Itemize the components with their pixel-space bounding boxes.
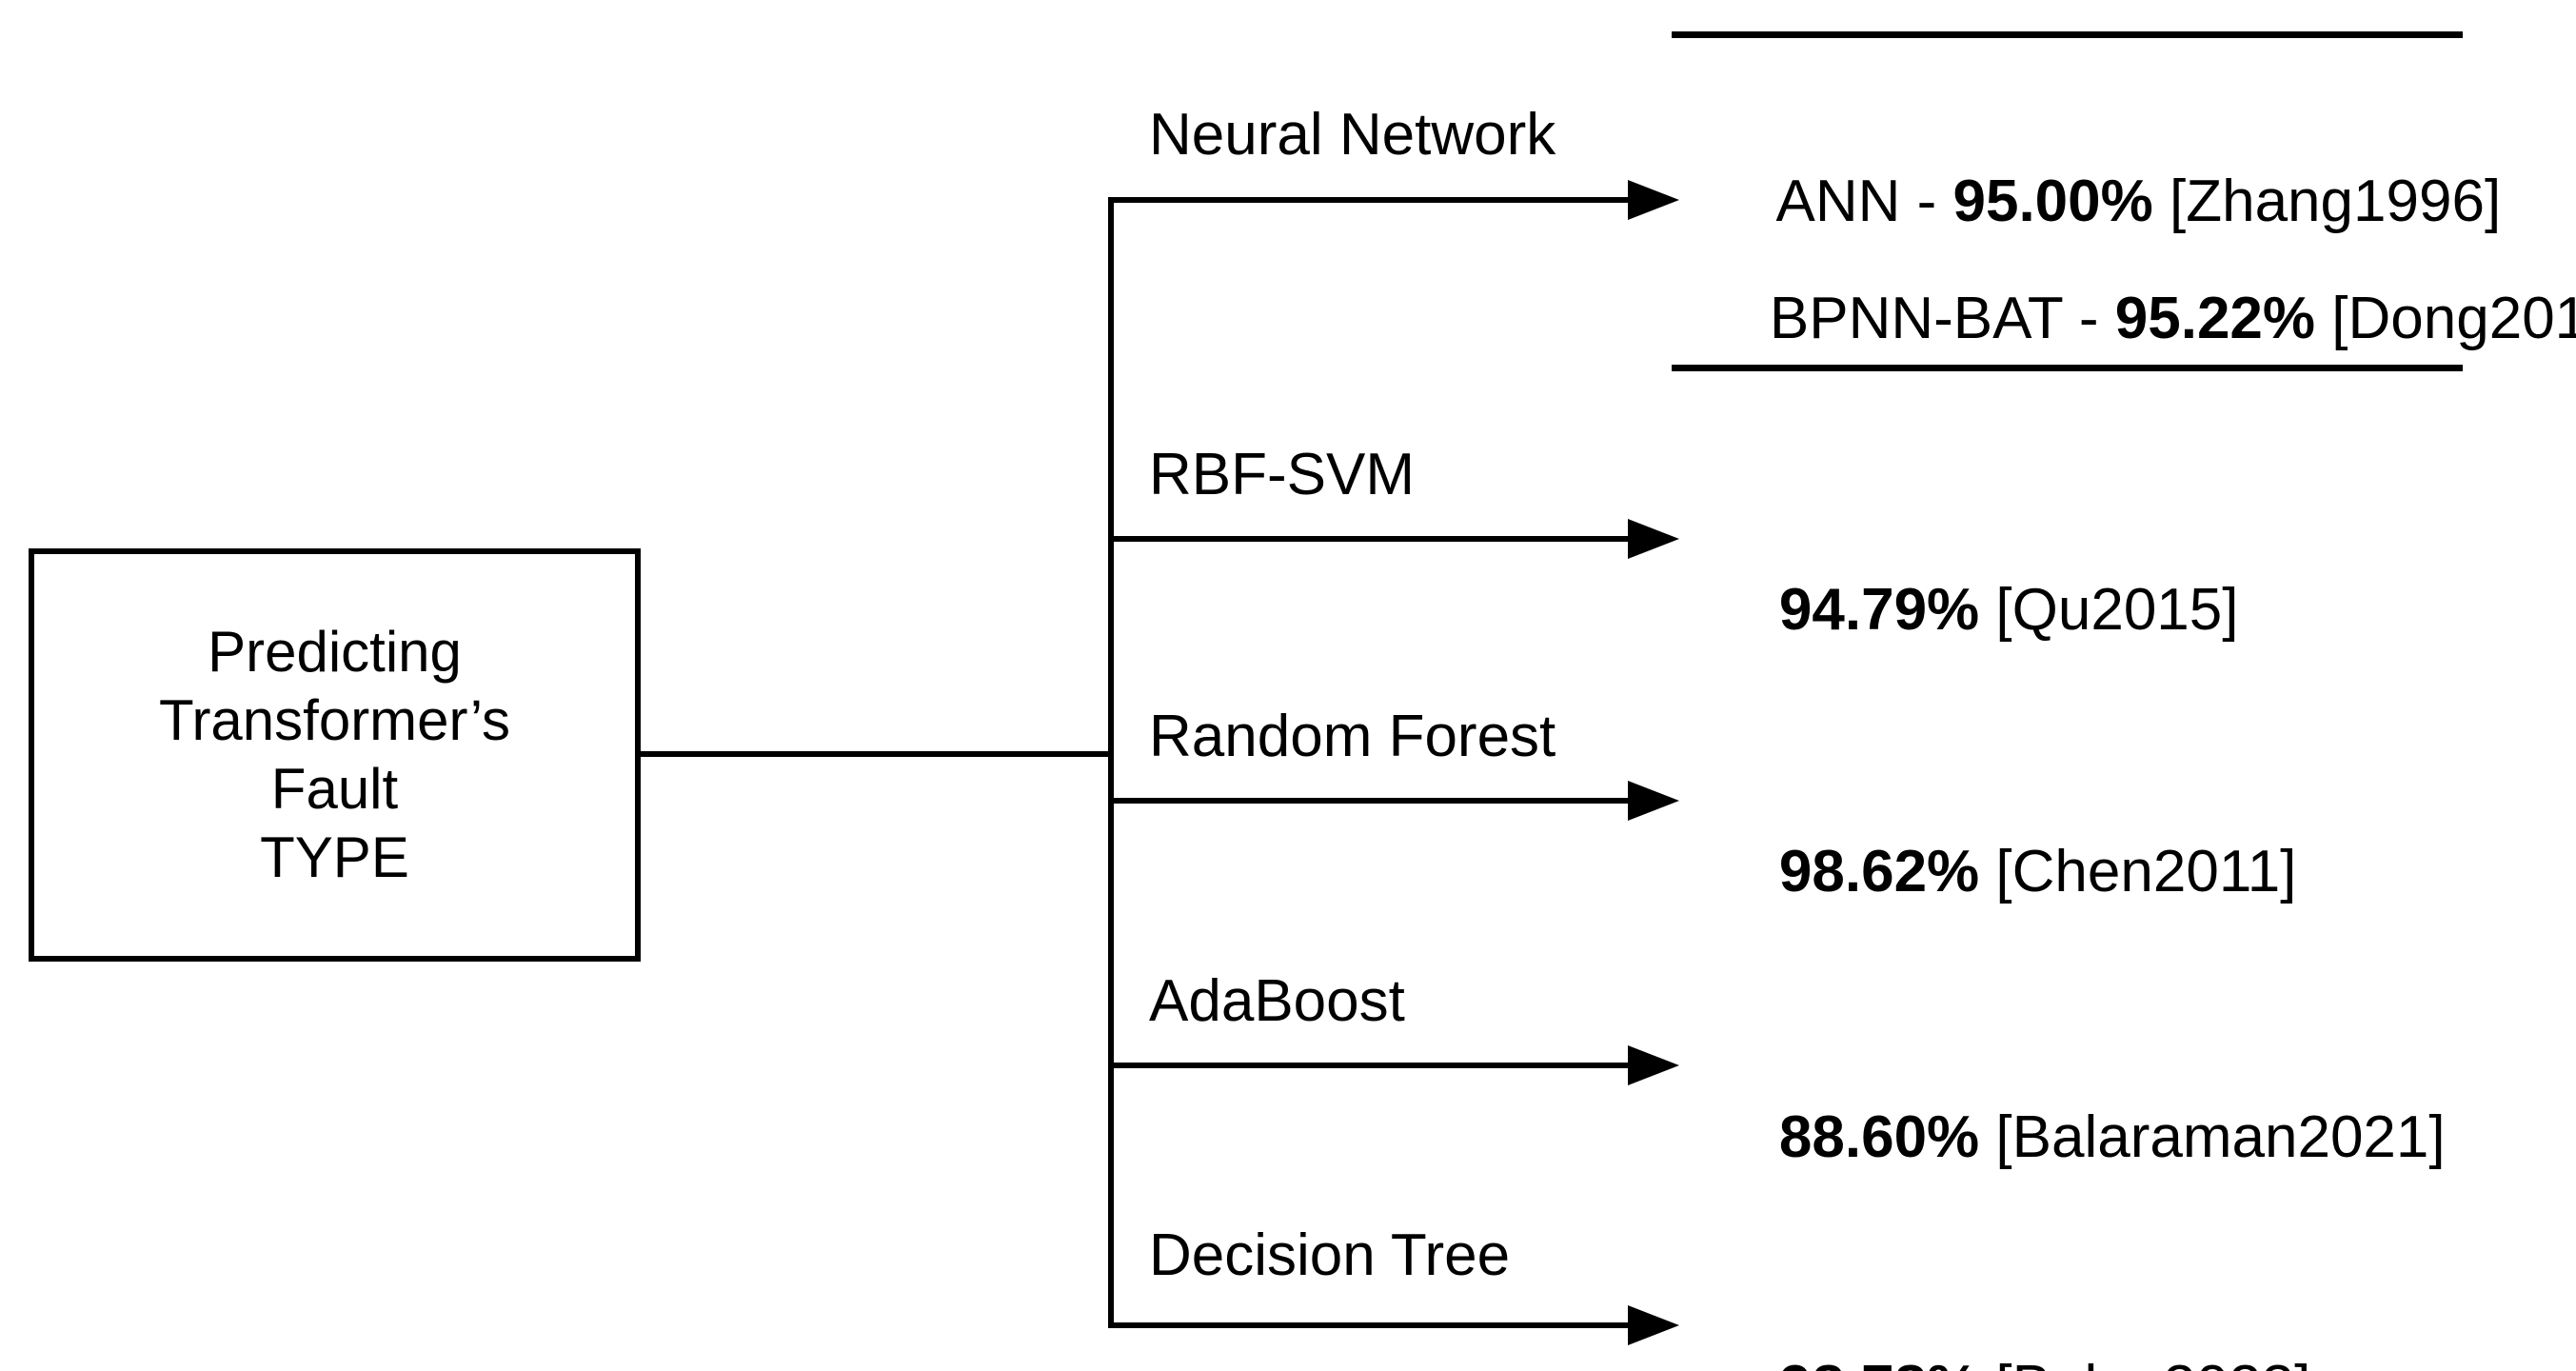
- arrowhead-icon: [1628, 1305, 1679, 1345]
- branch-label-rbf-svm: RBF-SVM: [1149, 442, 1415, 507]
- result-method: BPNN-BAT -: [1769, 286, 2115, 351]
- root-node-label: Predicting Transformer’s Fault TYPE: [159, 618, 510, 892]
- result-citation: [Qu2015]: [1979, 577, 2239, 643]
- result-accuracy: 88.60%: [1778, 1104, 1980, 1170]
- arrowhead-icon: [1628, 180, 1679, 220]
- result-citation: [Balaraman2021]: [1979, 1104, 2446, 1170]
- branch-line-decision-tree: [1108, 1322, 1628, 1328]
- arrowhead-icon: [1628, 1045, 1679, 1085]
- result-random-forest: 98.62% [Chen2011]: [1714, 766, 2297, 978]
- result-adaboost: 88.60% [Balaraman2021]: [1714, 1032, 2446, 1243]
- trunk-line: [1108, 197, 1114, 1328]
- root-node-box: Predicting Transformer’s Fault TYPE: [29, 548, 641, 962]
- result-accuracy: 94.79%: [1778, 577, 1980, 643]
- branch-label-decision-tree: Decision Tree: [1149, 1222, 1511, 1288]
- result-bpnn-bat: BPNN-BAT - 95.22% [Dong2018]: [1704, 213, 2576, 425]
- results-group-rule-bottom: [1672, 365, 2463, 371]
- branch-line-adaboost: [1108, 1063, 1628, 1068]
- result-citation: [Dong2018]: [2331, 286, 2576, 351]
- result-ann: ANN - 95.00% [Zhang1996]: [1714, 96, 2501, 308]
- root-connector-line: [641, 751, 1111, 757]
- result-method: ANN -: [1775, 169, 1953, 234]
- root-label-line-1: Predicting: [208, 620, 462, 684]
- result-decision-tree: 98.78% [Balan2023]: [1714, 1282, 2310, 1371]
- branch-label-random-forest: Random Forest: [1149, 704, 1556, 769]
- branch-line-random-forest: [1108, 798, 1628, 804]
- result-accuracy: 95.00%: [1952, 169, 2153, 234]
- result-citation: [Zhang1996]: [2152, 169, 2502, 234]
- result-citation: [Chen2011]: [1979, 839, 2297, 904]
- result-accuracy: 98.78%: [1779, 1354, 1979, 1371]
- result-citation: [Balan2023]: [1979, 1354, 2310, 1371]
- branch-label-neural-network: Neural Network: [1149, 102, 1556, 168]
- result-accuracy: 98.62%: [1778, 839, 1980, 904]
- root-label-line-2: Transformer’s: [159, 688, 510, 752]
- branch-label-adaboost: AdaBoost: [1149, 968, 1405, 1034]
- branch-line-rbf-svm: [1108, 536, 1628, 542]
- arrowhead-icon: [1628, 781, 1679, 821]
- result-rbf-svm: 94.79% [Qu2015]: [1714, 505, 2239, 716]
- root-label-line-3: Fault: [270, 757, 399, 821]
- branch-line-neural-network: [1108, 197, 1628, 203]
- results-group-rule-top: [1672, 31, 2463, 38]
- result-accuracy: 95.22%: [2114, 286, 2316, 351]
- arrowhead-icon: [1628, 519, 1679, 559]
- root-label-line-4: TYPE: [260, 825, 409, 889]
